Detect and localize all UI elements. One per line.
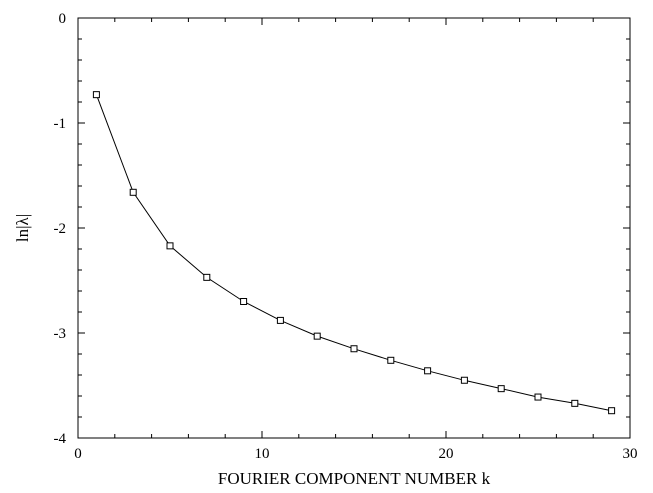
data-point xyxy=(460,376,468,384)
y-tick-label: -2 xyxy=(54,221,67,237)
y-tick-label: 0 xyxy=(59,11,67,27)
y-axis-label: ln|λ| xyxy=(13,214,32,242)
data-point xyxy=(166,242,174,250)
data-point xyxy=(313,332,321,340)
data-point xyxy=(203,273,211,281)
data-point xyxy=(534,393,542,401)
data-point xyxy=(129,188,137,196)
data-point xyxy=(276,316,284,324)
data-markers xyxy=(92,91,616,415)
ticks xyxy=(77,17,631,439)
data-point xyxy=(608,407,616,415)
x-tick-label: 0 xyxy=(74,446,82,462)
data-point xyxy=(387,356,395,364)
plot-frame xyxy=(77,17,631,439)
y-tick-label: -4 xyxy=(54,431,67,447)
data-point xyxy=(92,91,100,99)
data-point xyxy=(240,298,248,305)
series-line xyxy=(95,94,612,412)
x-tick-label: 10 xyxy=(255,446,270,462)
x-tick-label: 30 xyxy=(623,446,638,462)
tick-labels: 0 10 20 30 0 -1 -2 -3 -4 xyxy=(54,11,638,462)
data-point xyxy=(350,345,358,353)
y-tick-label: -1 xyxy=(54,116,67,132)
x-axis-label: FOURIER COMPONENT NUMBER k xyxy=(218,469,491,488)
data-point xyxy=(497,385,505,393)
y-tick-label: -3 xyxy=(54,326,67,342)
data-point xyxy=(424,367,432,375)
x-tick-label: 20 xyxy=(439,446,454,462)
data-point xyxy=(571,399,579,407)
